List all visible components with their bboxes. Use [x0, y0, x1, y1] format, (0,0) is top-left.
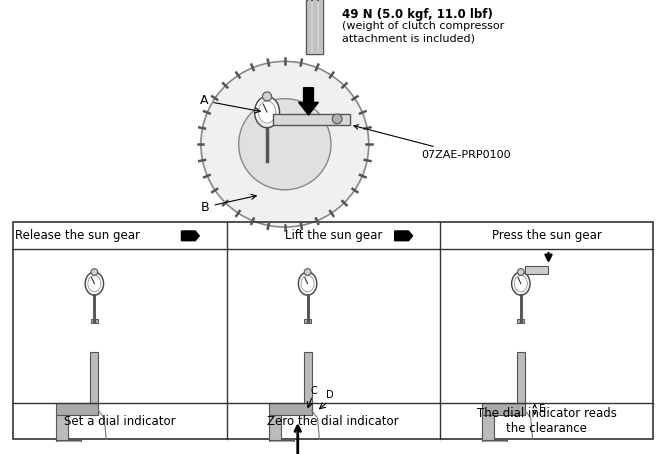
Ellipse shape: [515, 276, 527, 292]
Polygon shape: [299, 88, 318, 115]
Text: Release the sun gear: Release the sun gear: [15, 229, 139, 242]
Ellipse shape: [88, 276, 101, 292]
Circle shape: [239, 99, 331, 190]
Bar: [307, 0, 311, 54]
Bar: [482, 404, 525, 415]
Bar: [313, 0, 317, 54]
Ellipse shape: [255, 96, 280, 128]
Text: D: D: [326, 390, 334, 400]
Text: (weight of clutch compressor
attachment is included): (weight of clutch compressor attachment …: [342, 21, 504, 43]
Circle shape: [201, 61, 368, 227]
Text: A: A: [200, 94, 260, 113]
Bar: [91, 319, 98, 323]
Bar: [56, 439, 80, 449]
Bar: [305, 0, 323, 54]
Bar: [517, 319, 524, 323]
Text: C: C: [311, 386, 317, 396]
Bar: [56, 404, 98, 415]
Ellipse shape: [298, 272, 317, 295]
Circle shape: [263, 92, 272, 101]
Circle shape: [517, 269, 524, 275]
Text: Zero the dial indicator: Zero the dial indicator: [267, 415, 399, 428]
Bar: [319, 0, 323, 54]
Text: The dial indicator reads
the clearance: The dial indicator reads the clearance: [476, 407, 617, 435]
Bar: [90, 352, 98, 415]
Bar: [269, 404, 311, 415]
Bar: [273, 114, 350, 125]
Circle shape: [332, 114, 342, 124]
Bar: [304, 319, 311, 323]
Bar: [269, 439, 293, 449]
Bar: [482, 439, 507, 449]
Text: 49 N (5.0 kgf, 11.0 lbf): 49 N (5.0 kgf, 11.0 lbf): [342, 8, 493, 21]
Ellipse shape: [512, 272, 530, 295]
Bar: [269, 415, 281, 449]
Text: B: B: [201, 194, 256, 213]
Text: Lift the sun gear: Lift the sun gear: [284, 229, 382, 242]
Text: Set a dial indicator: Set a dial indicator: [64, 415, 176, 428]
Bar: [13, 222, 653, 439]
Polygon shape: [395, 231, 413, 241]
Bar: [303, 352, 311, 415]
Text: 07ZAE-PRP0100: 07ZAE-PRP0100: [354, 125, 511, 160]
Ellipse shape: [259, 101, 276, 123]
Circle shape: [91, 269, 98, 275]
Text: Press the sun gear: Press the sun gear: [492, 229, 601, 242]
Bar: [482, 415, 494, 449]
Text: E: E: [539, 405, 545, 415]
Polygon shape: [182, 231, 199, 241]
Ellipse shape: [85, 272, 103, 295]
Bar: [56, 415, 68, 449]
Bar: [517, 352, 525, 415]
Circle shape: [304, 269, 311, 275]
Bar: [525, 266, 549, 274]
Ellipse shape: [301, 276, 314, 292]
